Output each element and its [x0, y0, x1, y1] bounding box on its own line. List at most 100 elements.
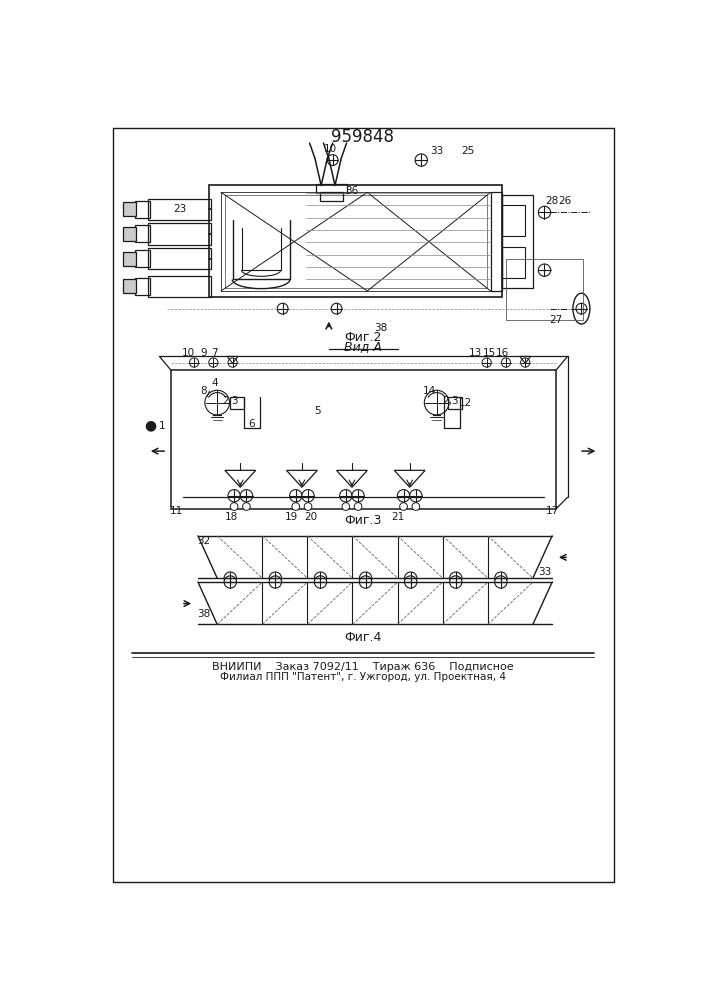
Text: Фиг.2: Фиг.2: [344, 331, 381, 344]
Circle shape: [538, 206, 551, 219]
Text: 12: 12: [459, 398, 472, 408]
Circle shape: [290, 490, 302, 502]
Circle shape: [576, 303, 587, 314]
Bar: [135, 225, 150, 242]
Circle shape: [269, 572, 281, 584]
Circle shape: [331, 303, 342, 314]
Text: Вид А: Вид А: [344, 340, 382, 353]
Text: Филиал ППП "Патент", г. Ужгород, ул. Проектная, 4: Филиал ППП "Патент", г. Ужгород, ул. Про…: [220, 672, 506, 682]
Bar: [123, 252, 136, 266]
Text: 6: 6: [249, 419, 255, 429]
Bar: [135, 201, 150, 218]
Bar: [135, 250, 150, 267]
Circle shape: [240, 490, 252, 502]
Bar: [316, 184, 346, 193]
Circle shape: [482, 358, 491, 367]
Text: 28: 28: [546, 196, 559, 206]
Text: 33: 33: [430, 146, 443, 156]
Circle shape: [292, 503, 300, 510]
Circle shape: [404, 572, 417, 584]
Text: 16: 16: [496, 348, 509, 358]
Text: 1: 1: [158, 421, 165, 431]
Circle shape: [359, 572, 372, 584]
Circle shape: [450, 576, 462, 588]
Text: 33: 33: [538, 567, 551, 577]
Bar: [209, 185, 502, 297]
Circle shape: [359, 576, 372, 588]
Circle shape: [230, 503, 238, 510]
Bar: [506, 259, 583, 320]
Circle shape: [243, 503, 250, 510]
Bar: [320, 192, 343, 201]
Circle shape: [352, 490, 364, 502]
Text: 5: 5: [314, 406, 320, 416]
Bar: [148, 199, 211, 220]
Circle shape: [399, 503, 407, 510]
Text: Фиг.4: Фиг.4: [344, 631, 381, 644]
Text: 11: 11: [170, 506, 183, 516]
Circle shape: [327, 155, 338, 165]
Text: 13: 13: [469, 348, 481, 358]
Circle shape: [495, 572, 507, 584]
Bar: [123, 279, 136, 293]
Circle shape: [304, 503, 312, 510]
Text: 10: 10: [182, 348, 195, 358]
Text: 32: 32: [197, 536, 211, 546]
Bar: [230, 397, 244, 409]
Text: 38: 38: [197, 609, 211, 619]
Text: 26: 26: [559, 196, 572, 206]
Text: 38: 38: [375, 323, 388, 333]
Bar: [448, 397, 462, 409]
Circle shape: [450, 572, 462, 584]
Circle shape: [315, 576, 327, 588]
Bar: [225, 195, 486, 288]
Bar: [502, 195, 533, 288]
Text: 8: 8: [200, 386, 206, 396]
Text: ВНИИПИ    Заказ 7092/11    Тираж 636    Подписное: ВНИИПИ Заказ 7092/11 Тираж 636 Подписное: [212, 662, 513, 672]
Bar: [491, 192, 502, 291]
Text: 21: 21: [392, 512, 405, 522]
Circle shape: [302, 490, 314, 502]
Text: 10: 10: [324, 144, 337, 154]
Text: 959848: 959848: [331, 128, 395, 146]
Text: 36: 36: [345, 186, 358, 196]
Text: 14: 14: [422, 386, 436, 396]
Text: 7: 7: [211, 348, 218, 358]
Circle shape: [538, 264, 551, 276]
Bar: [502, 205, 525, 235]
Circle shape: [409, 490, 422, 502]
Text: 23: 23: [174, 204, 187, 214]
Circle shape: [224, 576, 236, 588]
Circle shape: [404, 576, 417, 588]
Bar: [148, 223, 211, 245]
Ellipse shape: [573, 293, 590, 324]
Circle shape: [412, 503, 420, 510]
Text: 20: 20: [305, 512, 317, 522]
Circle shape: [342, 503, 350, 510]
Text: 17: 17: [546, 506, 559, 516]
Text: 2,3: 2,3: [442, 396, 459, 406]
Circle shape: [339, 490, 352, 502]
Text: 19: 19: [285, 512, 298, 522]
Text: 2,3: 2,3: [223, 396, 240, 406]
Bar: [123, 227, 136, 241]
Circle shape: [495, 576, 507, 588]
Bar: [502, 247, 525, 278]
Bar: [135, 278, 150, 295]
Circle shape: [520, 358, 530, 367]
Text: 27: 27: [549, 315, 563, 325]
Text: 18: 18: [224, 512, 238, 522]
Circle shape: [501, 358, 510, 367]
Bar: [221, 192, 491, 291]
Bar: [148, 276, 211, 297]
Circle shape: [397, 490, 409, 502]
Circle shape: [424, 390, 449, 415]
Circle shape: [228, 358, 238, 367]
Bar: [148, 248, 211, 269]
Bar: [123, 202, 136, 216]
Text: 25: 25: [461, 146, 474, 156]
Circle shape: [205, 390, 230, 415]
Circle shape: [354, 503, 362, 510]
Circle shape: [209, 358, 218, 367]
Circle shape: [189, 358, 199, 367]
